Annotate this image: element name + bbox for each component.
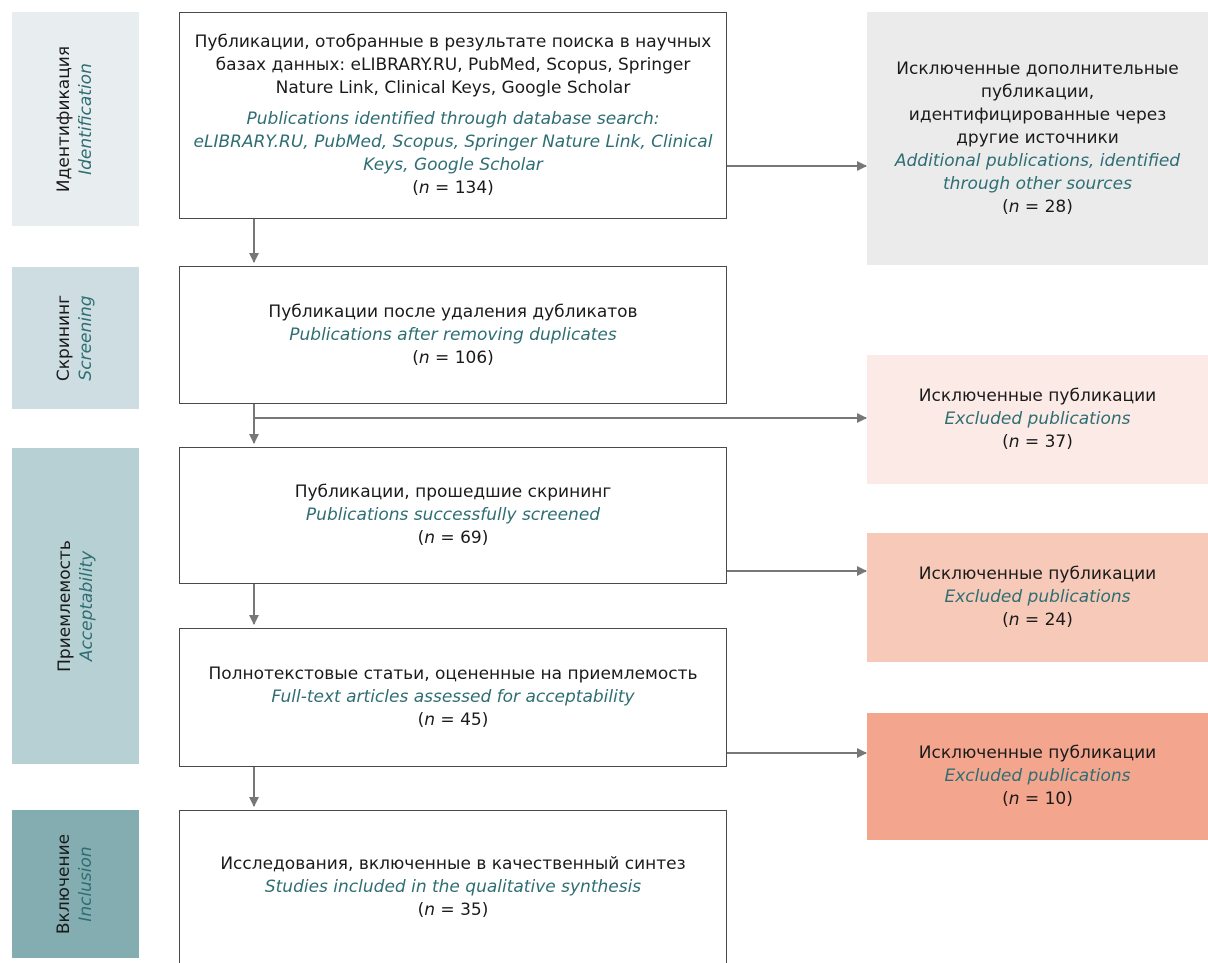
box-included-ru: Исследования, включенные в качественный … xyxy=(220,853,686,874)
box-other-sources: Исключенные дополнительные публикации, и… xyxy=(867,12,1208,265)
box-database-search: Публикации, отобранные в результате поис… xyxy=(179,12,727,219)
box-included-en: Studies included in the qualitative synt… xyxy=(264,876,642,897)
box-excluded-3-n: (n = 10) xyxy=(1002,789,1073,809)
stage-screening: Скрининг Screening xyxy=(12,267,139,409)
box-excluded-1: Исключенные публикации Excluded publicat… xyxy=(867,355,1208,484)
box-excluded-1-ru: Исключенные публикации xyxy=(918,386,1157,406)
box-screened-ru: Публикации, прошедшие скрининг xyxy=(294,482,612,502)
stage-inclusion: Включение Inclusion xyxy=(12,810,139,958)
box-included-n: (n = 35) xyxy=(417,899,489,920)
box-excluded-2-en: Excluded publications xyxy=(944,587,1131,607)
stage-acceptability: Приемлемость Acceptability xyxy=(12,448,139,764)
box-excluded-1-n: (n = 37) xyxy=(1002,432,1073,452)
box-after-duplicates: Публикации после удаления дубликатов Pub… xyxy=(179,266,727,404)
box-full-text: Полнотекстовые статьи, оцененные на прие… xyxy=(179,628,727,767)
box-excluded-2-ru: Исключенные публикации xyxy=(918,564,1157,584)
stage-identification: Идентификация Identification xyxy=(12,12,139,226)
box-other-sources-ru: Исключенные дополнительные публикации, и… xyxy=(896,59,1179,148)
box-full-text-n: (n = 45) xyxy=(417,710,489,730)
box-after-duplicates-n: (n = 106) xyxy=(412,347,494,368)
box-excluded-3: Исключенные публикации Excluded publicat… xyxy=(867,713,1208,840)
box-after-duplicates-ru: Публикации после удаления дубликатов xyxy=(268,301,638,322)
box-excluded-3-ru: Исключенные публикации xyxy=(918,743,1157,763)
box-full-text-en: Full-text articles assessed for acceptab… xyxy=(271,687,635,707)
box-excluded-2: Исключенные публикации Excluded publicat… xyxy=(867,533,1208,662)
box-excluded-1-en: Excluded publications xyxy=(944,409,1131,429)
box-database-search-en: Publications identified through database… xyxy=(193,109,713,175)
box-after-duplicates-en: Publications after removing duplicates xyxy=(289,324,617,345)
box-included: Исследования, включенные в качественный … xyxy=(179,810,727,963)
box-screened: Публикации, прошедшие скрининг Publicati… xyxy=(179,447,727,584)
box-other-sources-en: Additional publications, identified thro… xyxy=(894,151,1181,194)
box-other-sources-n: (n = 28) xyxy=(1002,197,1073,217)
box-full-text-ru: Полнотекстовые статьи, оцененные на прие… xyxy=(208,664,698,684)
box-excluded-3-en: Excluded publications xyxy=(944,766,1131,786)
box-database-search-n: (n = 134) xyxy=(412,178,494,198)
box-database-search-ru: Публикации, отобранные в результате поис… xyxy=(194,32,712,98)
box-screened-en: Publications successfully screened xyxy=(305,505,601,525)
box-screened-n: (n = 69) xyxy=(417,528,489,548)
box-excluded-2-n: (n = 24) xyxy=(1002,610,1073,630)
